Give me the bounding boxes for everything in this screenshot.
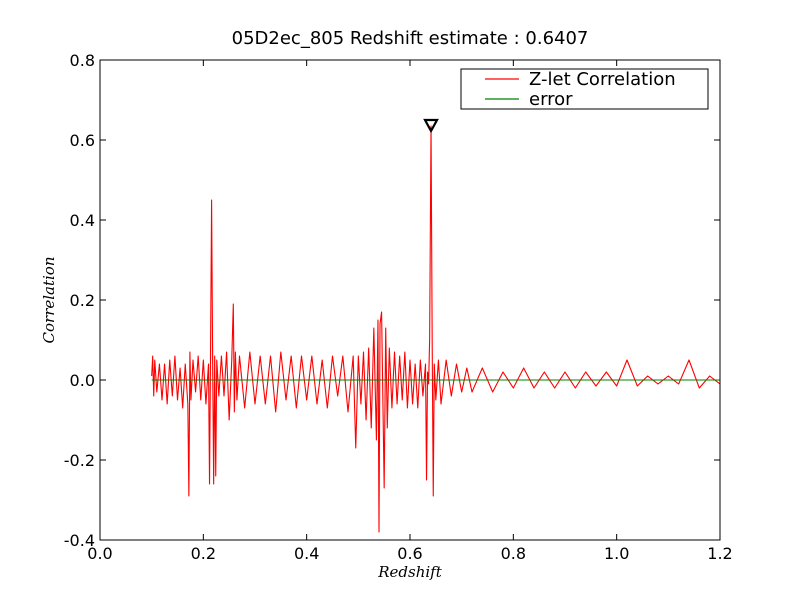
legend-label-zlet: Z-let Correlation: [529, 69, 676, 90]
y-tick-label: 0.8: [70, 51, 95, 70]
chart-title: 05D2ec_805 Redshift estimate : 0.6407: [232, 28, 589, 49]
y-tick-label: -0.4: [64, 531, 95, 550]
y-tick-label: 0.2: [70, 291, 95, 310]
x-tick-label: 0.2: [191, 544, 216, 563]
y-tick-label: 0.0: [70, 371, 95, 390]
peak-triangle-marker: [423, 118, 439, 134]
y-axis-ticks: -0.4 -0.2 0.0 0.2 0.4 0.6 0.8: [64, 51, 720, 550]
y-tick-label: -0.2: [64, 451, 95, 470]
x-tick-label: 0.8: [501, 544, 526, 563]
legend-box: [460, 68, 709, 110]
legend-label-error: error: [529, 89, 573, 110]
x-tick-label: 1.0: [604, 544, 629, 563]
x-tick-label: 0.0: [87, 544, 112, 563]
x-tick-label: 1.2: [707, 544, 732, 563]
series-layer: [151, 125, 721, 533]
x-tick-label: 0.4: [294, 544, 319, 563]
legend: Z-let Correlation error: [460, 68, 709, 110]
peak-marker-layer: [423, 118, 439, 134]
x-axis-label: Redshift: [377, 563, 442, 581]
plot-background: [100, 60, 720, 540]
x-tick-label: 0.6: [397, 544, 422, 563]
y-axis-label: Correlation: [40, 257, 58, 344]
y-tick-label: 0.4: [70, 211, 95, 230]
plot-frame: [99, 59, 721, 541]
y-tick-label: 0.6: [70, 131, 95, 150]
